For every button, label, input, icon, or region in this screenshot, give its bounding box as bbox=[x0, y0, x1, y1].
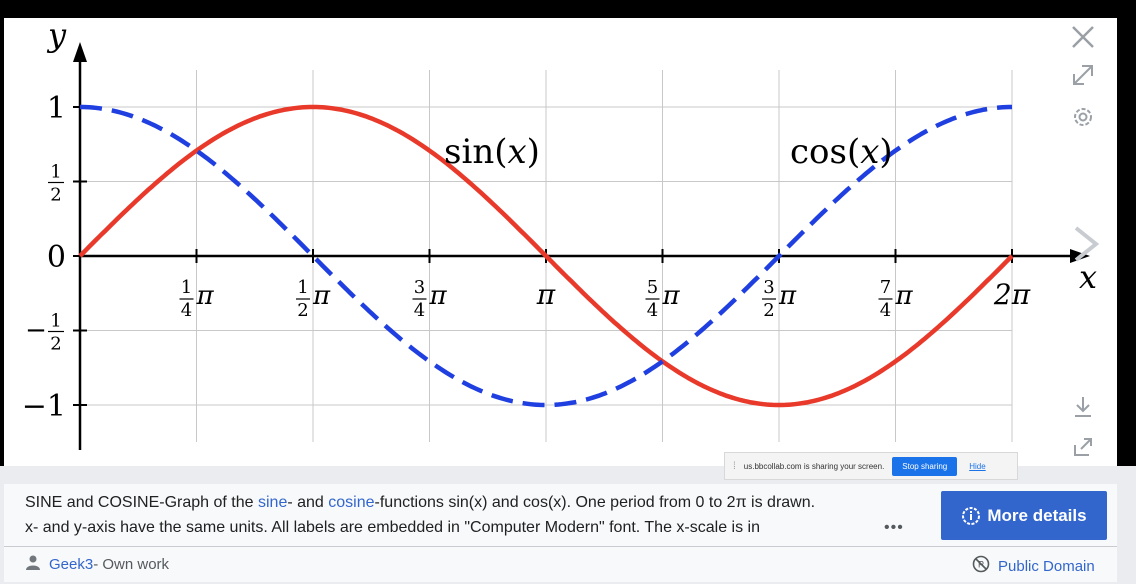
series-annotation: cos(x) bbox=[790, 132, 893, 172]
license-label: Public Domain bbox=[998, 557, 1095, 575]
download-button[interactable] bbox=[1068, 392, 1098, 422]
share-message: us.bbcollab.com is sharing your screen. bbox=[743, 461, 885, 471]
description-text: SINE and COSINE-Graph of the bbox=[25, 494, 258, 511]
x-tick-label-pi: π bbox=[778, 281, 797, 311]
description-text: - and bbox=[287, 494, 329, 511]
stop-sharing-button[interactable]: Stop sharing bbox=[892, 456, 958, 476]
y-axis-arrow bbox=[73, 42, 87, 62]
author-suffix: - Own work bbox=[93, 555, 170, 573]
x-tick-label-denominator: 4 bbox=[414, 300, 425, 321]
description-text: -functions sin(x) and cos(x). One period… bbox=[374, 494, 816, 511]
author-line: Geek3 - Own work bbox=[25, 554, 169, 574]
x-tick-label-numerator: 5 bbox=[647, 277, 658, 298]
x-tick-label-pi: π bbox=[196, 281, 215, 311]
x-axis-label: x bbox=[1079, 258, 1097, 296]
screen-share-bar: ⁞ us.bbcollab.com is sharing your screen… bbox=[724, 452, 1018, 480]
x-tick-label-numerator: 1 bbox=[297, 277, 308, 298]
more-details-button[interactable]: More details bbox=[941, 491, 1107, 540]
x-tick-label: 2π bbox=[993, 278, 1031, 311]
drag-handle-icon[interactable]: ⁞ bbox=[733, 460, 736, 472]
fullscreen-button[interactable] bbox=[1068, 60, 1098, 90]
user-icon bbox=[25, 554, 41, 574]
public-domain-icon: P bbox=[972, 555, 990, 577]
y-tick-label-minus: − bbox=[25, 316, 47, 346]
more-details-label: More details bbox=[987, 505, 1087, 525]
chevron-right-icon bbox=[1074, 226, 1100, 262]
cos-curve bbox=[80, 104, 1012, 408]
y-tick-label-denominator: 2 bbox=[50, 334, 61, 355]
download-icon bbox=[1075, 397, 1091, 417]
license-link[interactable]: P Public Domain bbox=[972, 555, 1095, 577]
x-tick-label-pi: π bbox=[312, 281, 331, 311]
y-tick-label: 1 bbox=[47, 91, 66, 126]
right-border bbox=[1117, 18, 1136, 466]
series-annotation: sin(x) bbox=[444, 132, 540, 172]
x-tick-label-pi: π bbox=[895, 281, 914, 311]
x-tick-label-pi: π bbox=[429, 281, 448, 311]
top-bar bbox=[0, 0, 1136, 18]
x-tick-label-numerator: 1 bbox=[181, 277, 192, 298]
close-icon bbox=[1072, 26, 1094, 48]
description-text-line2: x- and y-axis have the same units. All l… bbox=[25, 519, 760, 536]
y-tick-label-denominator: 2 bbox=[50, 185, 61, 206]
info-icon bbox=[961, 506, 981, 526]
divider bbox=[4, 546, 1117, 547]
x-tick-label-denominator: 4 bbox=[181, 300, 192, 321]
settings-button[interactable] bbox=[1068, 102, 1098, 132]
hide-link[interactable]: Hide bbox=[969, 461, 986, 471]
x-tick-label-pi: π bbox=[662, 281, 681, 311]
x-tick-label: π bbox=[536, 278, 556, 311]
x-tick-label-denominator: 4 bbox=[647, 300, 658, 321]
image-viewer: y x 1 4 π 1 2 π 3 4 π π 5 4 π 3 2 π 7 4 π 2π 1 1 2 0−1 2 −1 sin(x) co… bbox=[4, 18, 1117, 466]
x-tick-label-denominator: 2 bbox=[763, 300, 774, 321]
y-tick-label-numerator: 1 bbox=[50, 162, 61, 183]
expand-icon bbox=[1073, 65, 1093, 85]
y-tick-label: −1 bbox=[22, 389, 66, 424]
expand-description-button[interactable]: ••• bbox=[884, 519, 904, 536]
cosine-link[interactable]: cosine bbox=[328, 494, 375, 511]
y-tick-label: 0 bbox=[47, 240, 66, 275]
gear-icon bbox=[1074, 108, 1092, 126]
x-tick-label-denominator: 2 bbox=[297, 300, 308, 321]
close-button[interactable] bbox=[1068, 22, 1098, 52]
x-tick-label-numerator: 7 bbox=[880, 277, 891, 298]
svg-text:P: P bbox=[978, 560, 984, 570]
x-tick-label-numerator: 3 bbox=[763, 277, 774, 298]
y-axis-label: y bbox=[46, 18, 67, 54]
sine-link[interactable]: sine bbox=[258, 494, 288, 511]
share-icon bbox=[1074, 438, 1092, 456]
share-button[interactable] bbox=[1068, 432, 1098, 462]
y-tick-label-numerator: 1 bbox=[50, 311, 61, 332]
image-description: SINE and COSINE-Graph of the sine- and c… bbox=[25, 490, 915, 540]
author-link[interactable]: Geek3 bbox=[49, 555, 94, 573]
x-tick-label-numerator: 3 bbox=[414, 277, 425, 298]
x-tick-label-denominator: 4 bbox=[880, 300, 891, 321]
details-panel bbox=[4, 484, 1117, 582]
next-image-button[interactable] bbox=[1068, 224, 1104, 264]
